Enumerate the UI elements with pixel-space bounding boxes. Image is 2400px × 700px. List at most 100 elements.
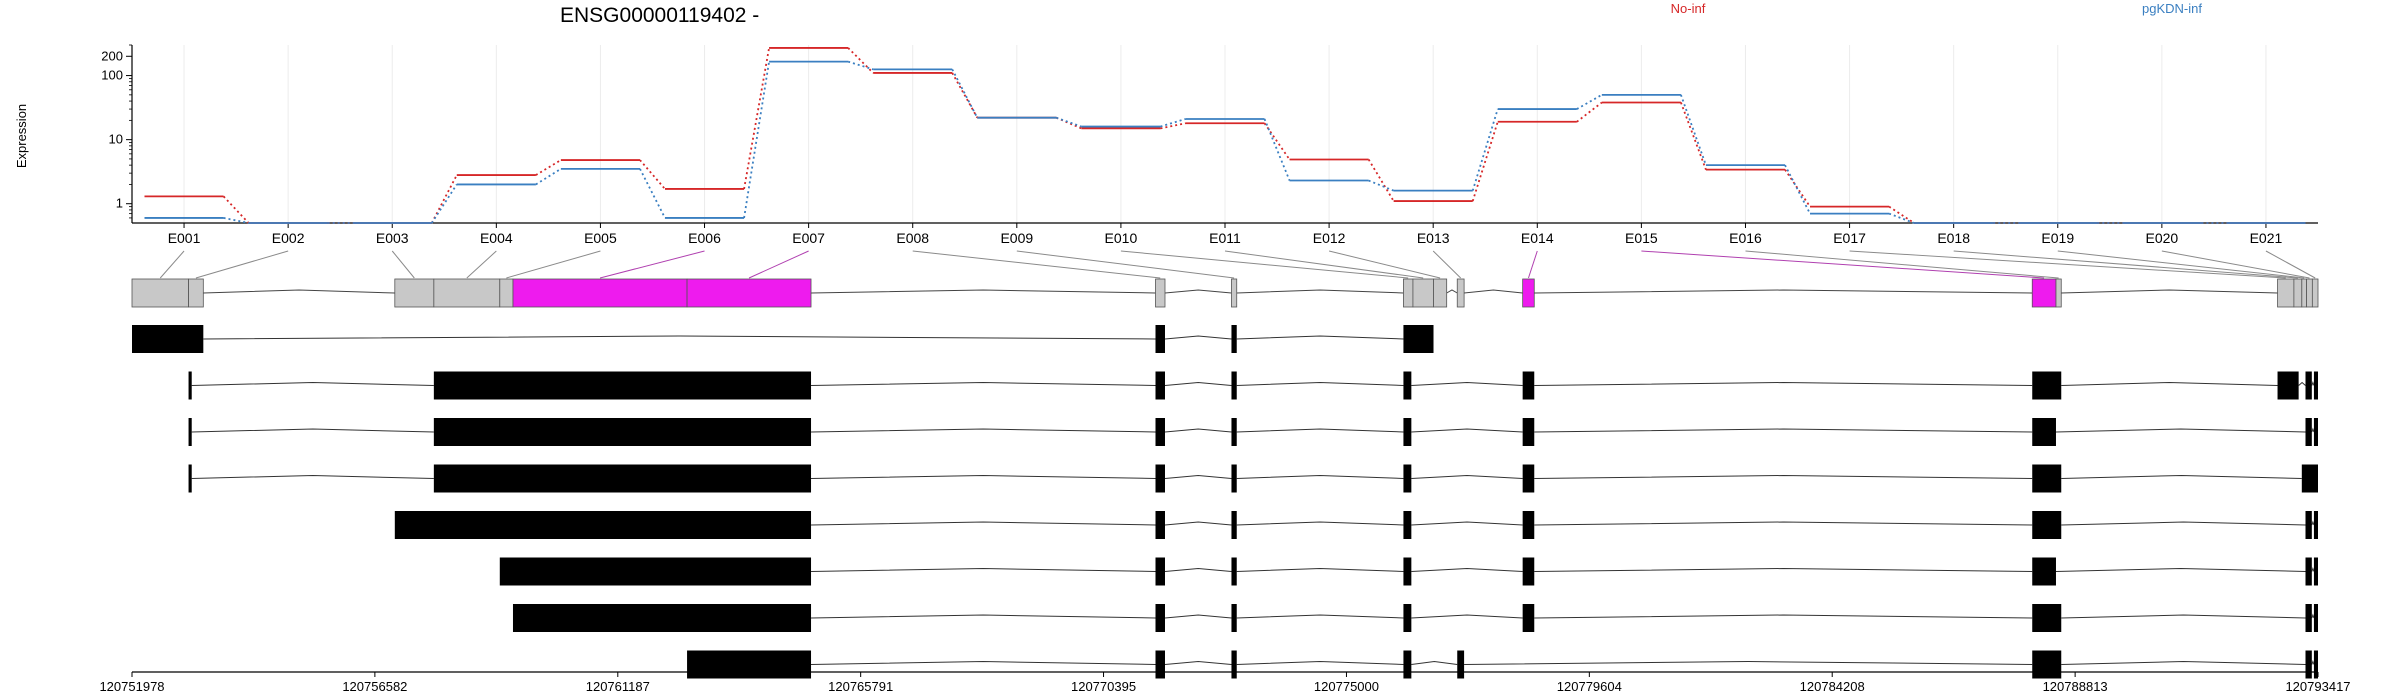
transcript-exon [188,464,192,493]
transcript-exon [499,557,812,586]
series-transition [1680,102,1707,170]
y-axis-label: Expression [14,104,29,168]
exon-connector [2057,250,2305,279]
transcript-exon [2305,511,2312,539]
transcript-exon [1231,371,1237,400]
transcript-intron [191,428,434,433]
transcript-exon [512,604,812,632]
series-transition [951,68,979,119]
series-transition [1471,108,1499,191]
transcript-intron [1236,381,1404,386]
exon-connector [1224,250,1424,279]
series-transition [951,72,979,119]
transcript-exon [2305,557,2312,586]
transcript-exon [687,650,812,679]
transcript-intron [2061,660,2306,665]
genomic-tick-label: 120756582 [342,679,407,694]
exon-label-e010: E010 [1105,230,1138,246]
genomic-tick-label: 120751978 [99,679,164,694]
transcript-exon [1403,511,1412,539]
transcript-intron [203,335,1156,340]
series-transition [743,47,770,190]
series-transition [535,159,562,176]
transcript-exon [2277,371,2299,400]
genomic-tick-label: 120775000 [1314,679,1379,694]
transcript-exon [1403,650,1412,679]
transcript-exon [2313,650,2318,679]
transcript-4 [188,464,2318,493]
exon-e017 [2277,278,2295,308]
series-transition [1680,94,1707,166]
transcript-exon [2313,557,2318,586]
transcript-intron [1236,567,1404,572]
exon-e003 [394,278,435,308]
series-transition [1367,159,1395,202]
transcript-exon [1155,464,1165,493]
transcript-exon [1155,418,1165,446]
transcript-intron [2061,614,2306,619]
transcript-intron [1236,428,1404,433]
exon-e009 [1231,278,1238,308]
y-tick-label: 200 [101,48,123,63]
transcript-intron [1236,335,1404,340]
exon-label-e004: E004 [480,230,513,246]
transcript-exon [1403,464,1412,493]
exon-label-e014: E014 [1521,230,1554,246]
transcript-intron [1164,614,1232,619]
intron [1164,289,1232,294]
transcript-exon [1522,511,1535,539]
exon-connector [1745,250,2059,279]
transcript-intron [1164,428,1232,433]
transcript-exon [394,511,812,539]
exon-e006 [512,278,688,308]
exon-connector [2161,250,2310,279]
series-transition [1576,101,1603,123]
exon-connector [599,250,705,279]
transcript-intron [1164,381,1232,386]
exon-e013 [1456,278,1465,308]
transcript-exon [1155,604,1165,632]
transcript-intron [1534,567,2033,572]
transcript-exon [1522,464,1535,493]
genomic-tick-label: 120793417 [2285,679,2350,694]
exon-connector [195,250,289,279]
transcript-intron [2311,566,2315,572]
transcript-exon [1403,371,1412,400]
genomic-tick-label: 120765791 [828,679,893,694]
transcript-intron [811,381,1156,386]
transcript-8 [687,650,2318,679]
transcript-intron [1411,474,1523,479]
transcript-exon [188,371,192,400]
transcript-exon [1522,557,1535,586]
exon-label-e009: E009 [1000,230,1033,246]
transcript-exon [2313,604,2318,632]
exon-e014 [1522,278,1535,308]
exon-e011 [1412,278,1434,308]
transcript-intron [1236,474,1404,479]
transcript-exon [1231,604,1237,632]
exon-label-e001: E001 [168,230,201,246]
transcript-exon [1231,464,1237,493]
exon-e001 [131,278,189,308]
transcript-intron [2298,381,2306,386]
genomic-tick-label: 120779604 [1557,679,1622,694]
transcript-intron [2061,381,2278,386]
series-transition [1784,164,1811,215]
exon-label-e002: E002 [272,230,305,246]
transcript-exon [1155,511,1165,539]
transcript-intron [811,660,1156,665]
transcript-intron [1164,567,1232,572]
series-transition [1160,122,1186,130]
series-transition [1160,118,1186,128]
y-tick-label: 100 [101,68,123,83]
intron [811,289,1156,294]
transcript-intron [1411,567,1523,572]
transcript-exon [2305,371,2312,400]
transcript-exon [2032,511,2062,539]
exon-e004 [433,278,501,308]
series-transition [1576,94,1603,110]
series-transition [847,47,874,74]
transcript-intron [1411,614,1523,619]
exon-label-e020: E020 [2146,230,2179,246]
transcript-intron [811,474,1156,479]
